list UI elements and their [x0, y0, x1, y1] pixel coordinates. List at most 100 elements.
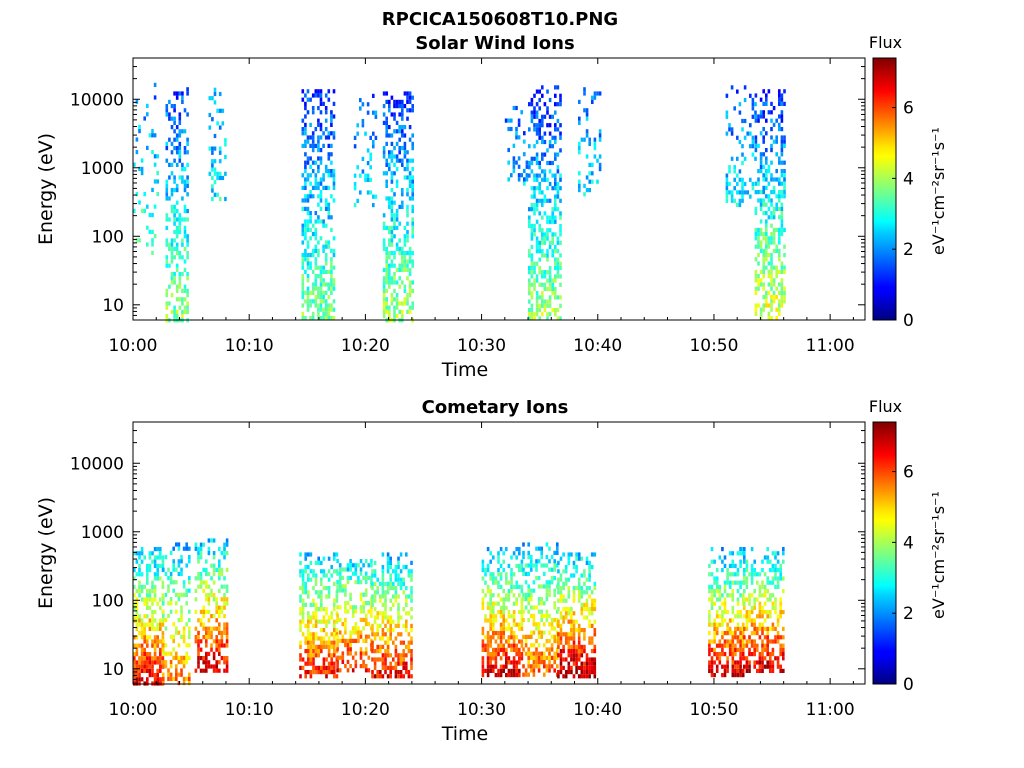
- flux-cell: [167, 584, 170, 589]
- flux-cell: [382, 267, 386, 272]
- flux-cell: [143, 660, 146, 665]
- flux-cell: [146, 601, 149, 606]
- flux-cell: [397, 581, 400, 586]
- flux-cell: [359, 647, 363, 652]
- flux-cell: [175, 655, 178, 660]
- flux-cell: [540, 651, 543, 656]
- flux-cell: [520, 610, 524, 615]
- flux-cell: [554, 85, 557, 90]
- flux-cell: [151, 614, 154, 619]
- flux-cell: [151, 626, 154, 631]
- flux-cell: [186, 137, 189, 142]
- flux-cell: [507, 610, 511, 615]
- flux-cell: [223, 597, 226, 602]
- flux-cell: [731, 673, 735, 678]
- flux-cell: [156, 656, 159, 661]
- x-tick-label: 11:00: [806, 700, 855, 720]
- flux-cell: [765, 290, 768, 295]
- flux-cell: [225, 538, 229, 543]
- flux-cell: [177, 542, 181, 547]
- flux-cell: [554, 286, 557, 292]
- flux-cell: [510, 614, 513, 619]
- flux-cell: [411, 301, 414, 306]
- flux-cell: [314, 303, 318, 308]
- flux-cell: [330, 615, 333, 620]
- flux-cell: [322, 307, 325, 312]
- flux-cell: [325, 644, 328, 649]
- flux-cell: [761, 652, 764, 657]
- flux-cell: [372, 194, 375, 199]
- flux-cell: [763, 664, 767, 669]
- flux-cell: [505, 660, 508, 665]
- flux-cell: [770, 274, 773, 279]
- flux-cell: [181, 217, 184, 222]
- flux-cell: [713, 647, 716, 652]
- flux-cell: [559, 577, 563, 582]
- flux-cell: [320, 628, 323, 633]
- flux-cell: [314, 653, 318, 658]
- flux-cell: [180, 559, 183, 564]
- flux-cell: [336, 668, 339, 673]
- flux-cell: [381, 594, 385, 599]
- flux-cell: [322, 143, 325, 148]
- flux-cell: [570, 615, 573, 620]
- flux-cell: [736, 89, 739, 94]
- flux-cell: [215, 639, 218, 644]
- flux-cell: [374, 135, 378, 140]
- flux-cell: [369, 152, 372, 157]
- flux-cell: [543, 253, 547, 258]
- flux-cell: [556, 274, 560, 279]
- flux-cell: [199, 572, 203, 577]
- flux-cell: [301, 619, 305, 624]
- flux-cell: [535, 563, 538, 568]
- flux-cell: [725, 173, 729, 178]
- flux-cell: [317, 636, 320, 641]
- flux-cell: [165, 158, 169, 163]
- flux-cell: [588, 141, 591, 146]
- flux-cell: [314, 573, 318, 578]
- flux-cell: [520, 110, 523, 115]
- flux-cell: [311, 223, 315, 228]
- flux-cell: [733, 186, 736, 191]
- flux-cell: [772, 190, 776, 195]
- flux-cell: [188, 580, 191, 585]
- flux-cell: [188, 672, 191, 677]
- flux-cell: [481, 643, 485, 648]
- flux-cell: [397, 577, 400, 582]
- flux-cell: [585, 661, 589, 666]
- y-tick-label: 1000: [81, 159, 124, 179]
- flux-cell: [541, 232, 544, 237]
- flux-cell: [726, 572, 729, 577]
- flux-cell: [530, 559, 533, 564]
- flux-cell: [556, 307, 560, 313]
- flux-cell: [408, 309, 412, 314]
- flux-cell: [405, 661, 408, 666]
- flux-cell: [583, 649, 586, 654]
- flux-cell: [336, 643, 339, 648]
- flux-cell: [548, 546, 551, 551]
- flux-cell: [382, 225, 386, 230]
- flux-cell: [580, 573, 584, 578]
- flux-cell: [392, 569, 395, 574]
- flux-cell: [307, 649, 310, 654]
- flux-cell: [710, 601, 714, 606]
- flux-cell: [202, 622, 205, 627]
- flux-cell: [327, 173, 331, 178]
- flux-cell: [512, 664, 516, 669]
- flux-cell: [718, 643, 722, 648]
- flux-cell: [545, 592, 549, 597]
- flux-cell: [715, 580, 719, 585]
- flux-cell: [778, 232, 781, 237]
- x-tick-label: 10:40: [573, 700, 622, 720]
- flux-cell: [559, 615, 563, 620]
- flux-cell: [225, 622, 229, 627]
- flux-cell: [763, 601, 767, 606]
- flux-cell: [175, 188, 179, 193]
- flux-cell: [186, 112, 189, 117]
- flux-cell: [301, 282, 305, 287]
- flux-cell: [775, 194, 778, 199]
- flux-cell: [545, 588, 549, 593]
- flux-cell: [213, 192, 217, 197]
- flux-cell: [551, 278, 554, 283]
- flux-cell: [175, 263, 179, 268]
